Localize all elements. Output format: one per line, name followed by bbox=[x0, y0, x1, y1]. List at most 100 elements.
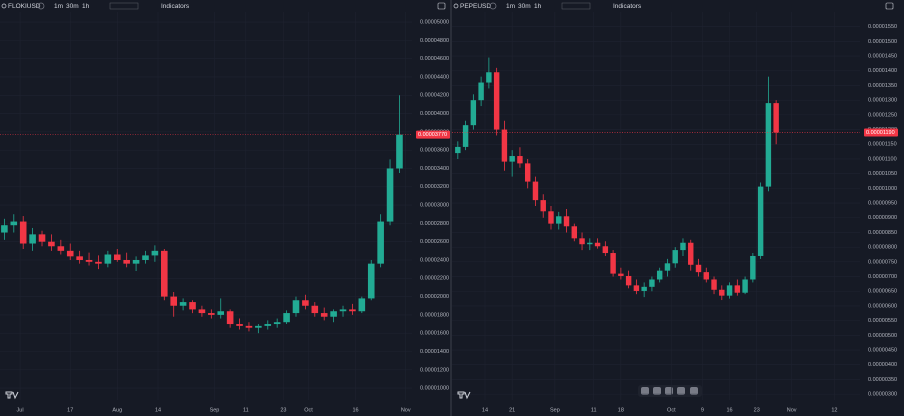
y-tick-label: 0.00000650 bbox=[868, 289, 897, 295]
y-tick-label: 0.00001800 bbox=[420, 312, 449, 318]
nav-buttons[interactable] bbox=[641, 387, 698, 395]
candle-body bbox=[509, 156, 515, 162]
candle-body bbox=[594, 242, 601, 247]
candle-body bbox=[703, 272, 709, 280]
candle-body bbox=[217, 311, 225, 315]
x-tick-label: 21 bbox=[509, 407, 515, 413]
interval[interactable]: 1h bbox=[534, 3, 542, 10]
interval[interactable]: 1m bbox=[506, 3, 515, 10]
candle-body bbox=[255, 325, 262, 328]
x-tick-label: 9 bbox=[701, 407, 704, 413]
interval[interactable]: 1h bbox=[82, 3, 90, 10]
candle-body bbox=[633, 285, 640, 291]
y-tick-label: 0.00000450 bbox=[868, 347, 897, 353]
candle-body bbox=[358, 298, 366, 312]
y-tick-label: 0.00000850 bbox=[868, 230, 897, 236]
candle-body bbox=[757, 186, 764, 256]
y-tick-label: 0.00003600 bbox=[420, 148, 449, 154]
x-tick-label: Sep bbox=[550, 407, 560, 413]
y-tick-label: 0.00000600 bbox=[868, 303, 897, 309]
y-tick-label: 0.00004200 bbox=[420, 93, 449, 99]
indicators[interactable]: Indicators bbox=[161, 3, 190, 10]
reset[interactable] bbox=[690, 387, 698, 395]
interval[interactable]: 30m bbox=[66, 3, 79, 10]
candle-body bbox=[742, 279, 748, 293]
candle-body bbox=[38, 234, 46, 242]
candle-body bbox=[179, 302, 187, 306]
x-tick-label: 11 bbox=[591, 407, 597, 413]
candle-body bbox=[587, 242, 593, 245]
candle-body bbox=[556, 216, 562, 224]
candle-body bbox=[548, 211, 554, 224]
y-tick-label: 0.00000300 bbox=[868, 392, 897, 398]
candle-body bbox=[264, 324, 272, 326]
y-tick-label: 0.00004800 bbox=[420, 38, 449, 44]
candle-body bbox=[151, 250, 159, 256]
y-tick-label: 0.00001250 bbox=[868, 112, 897, 118]
y-tick-label: 0.00001150 bbox=[868, 142, 897, 148]
candle-body bbox=[455, 146, 461, 154]
candle-body bbox=[532, 181, 539, 201]
candle-body bbox=[680, 242, 686, 251]
add-symbol[interactable] bbox=[37, 2, 45, 10]
y-tick-label: 0.00000350 bbox=[868, 377, 897, 383]
y-tick-label: 0.00001500 bbox=[868, 39, 897, 45]
y-tick-label: 0.00001000 bbox=[868, 186, 897, 192]
candle-body bbox=[524, 163, 531, 182]
candle-body bbox=[10, 221, 18, 226]
tv-logo[interactable] bbox=[457, 391, 471, 400]
x-tick-label: 14 bbox=[482, 407, 488, 413]
y-tick-label: 0.00001450 bbox=[868, 54, 897, 60]
x-tick-label: 23 bbox=[280, 407, 286, 413]
scroll-right[interactable] bbox=[677, 387, 685, 395]
candle-body bbox=[208, 313, 215, 315]
x-tick-label: Nov bbox=[401, 407, 411, 413]
interval[interactable]: 30m bbox=[518, 3, 531, 10]
candle-body bbox=[540, 200, 546, 212]
y-tick-label: 0.00004400 bbox=[420, 74, 449, 80]
candle-body bbox=[478, 82, 484, 101]
symbol[interactable]: FLOKIUSD bbox=[8, 3, 41, 10]
zoom-out[interactable] bbox=[641, 387, 649, 395]
symbol[interactable]: PEPEUSD bbox=[460, 3, 491, 10]
candle-body bbox=[104, 254, 112, 264]
y-tick-label: 0.00004000 bbox=[420, 111, 449, 117]
chart-type-icons bbox=[109, 2, 139, 10]
y-tick-label: 0.00001350 bbox=[868, 83, 897, 89]
candle-body bbox=[672, 250, 678, 264]
x-tick-label: 23 bbox=[754, 407, 760, 413]
camera-icon[interactable] bbox=[437, 2, 446, 10]
y-tick-label: 0.00003400 bbox=[420, 166, 449, 172]
y-tick-label: 0.00001300 bbox=[868, 98, 897, 104]
indicators[interactable]: Indicators bbox=[613, 3, 642, 10]
candle-body bbox=[76, 256, 83, 260]
camera-icon[interactable] bbox=[885, 2, 894, 10]
candle-body bbox=[571, 226, 578, 239]
candle-body bbox=[367, 263, 375, 299]
candle-body bbox=[688, 242, 694, 265]
candle-body bbox=[486, 72, 492, 83]
y-tick-label: 0.00003200 bbox=[420, 184, 449, 190]
candle-body bbox=[170, 296, 177, 306]
candle-body bbox=[470, 100, 477, 126]
scroll-left[interactable] bbox=[665, 387, 673, 395]
candle-body bbox=[113, 254, 121, 260]
candle-body bbox=[29, 234, 36, 244]
y-tick-label: 0.00001400 bbox=[420, 349, 449, 355]
candle-body bbox=[161, 250, 168, 297]
interval[interactable]: 1m bbox=[54, 3, 63, 10]
y-tick-label: 0.00002000 bbox=[420, 294, 449, 300]
candle-body bbox=[625, 275, 632, 286]
y-tick-label: 0.00000800 bbox=[868, 245, 897, 251]
candle-body bbox=[311, 305, 319, 314]
y-tick-label: 0.00000900 bbox=[868, 215, 897, 221]
tv-logo[interactable] bbox=[5, 391, 19, 400]
candle-body bbox=[610, 253, 616, 274]
candle-body bbox=[66, 250, 74, 257]
zoom-in[interactable] bbox=[653, 387, 661, 395]
add-symbol[interactable] bbox=[489, 2, 497, 10]
candle-body bbox=[618, 273, 624, 276]
x-tick-label: 16 bbox=[727, 407, 733, 413]
candle-body bbox=[123, 259, 130, 264]
